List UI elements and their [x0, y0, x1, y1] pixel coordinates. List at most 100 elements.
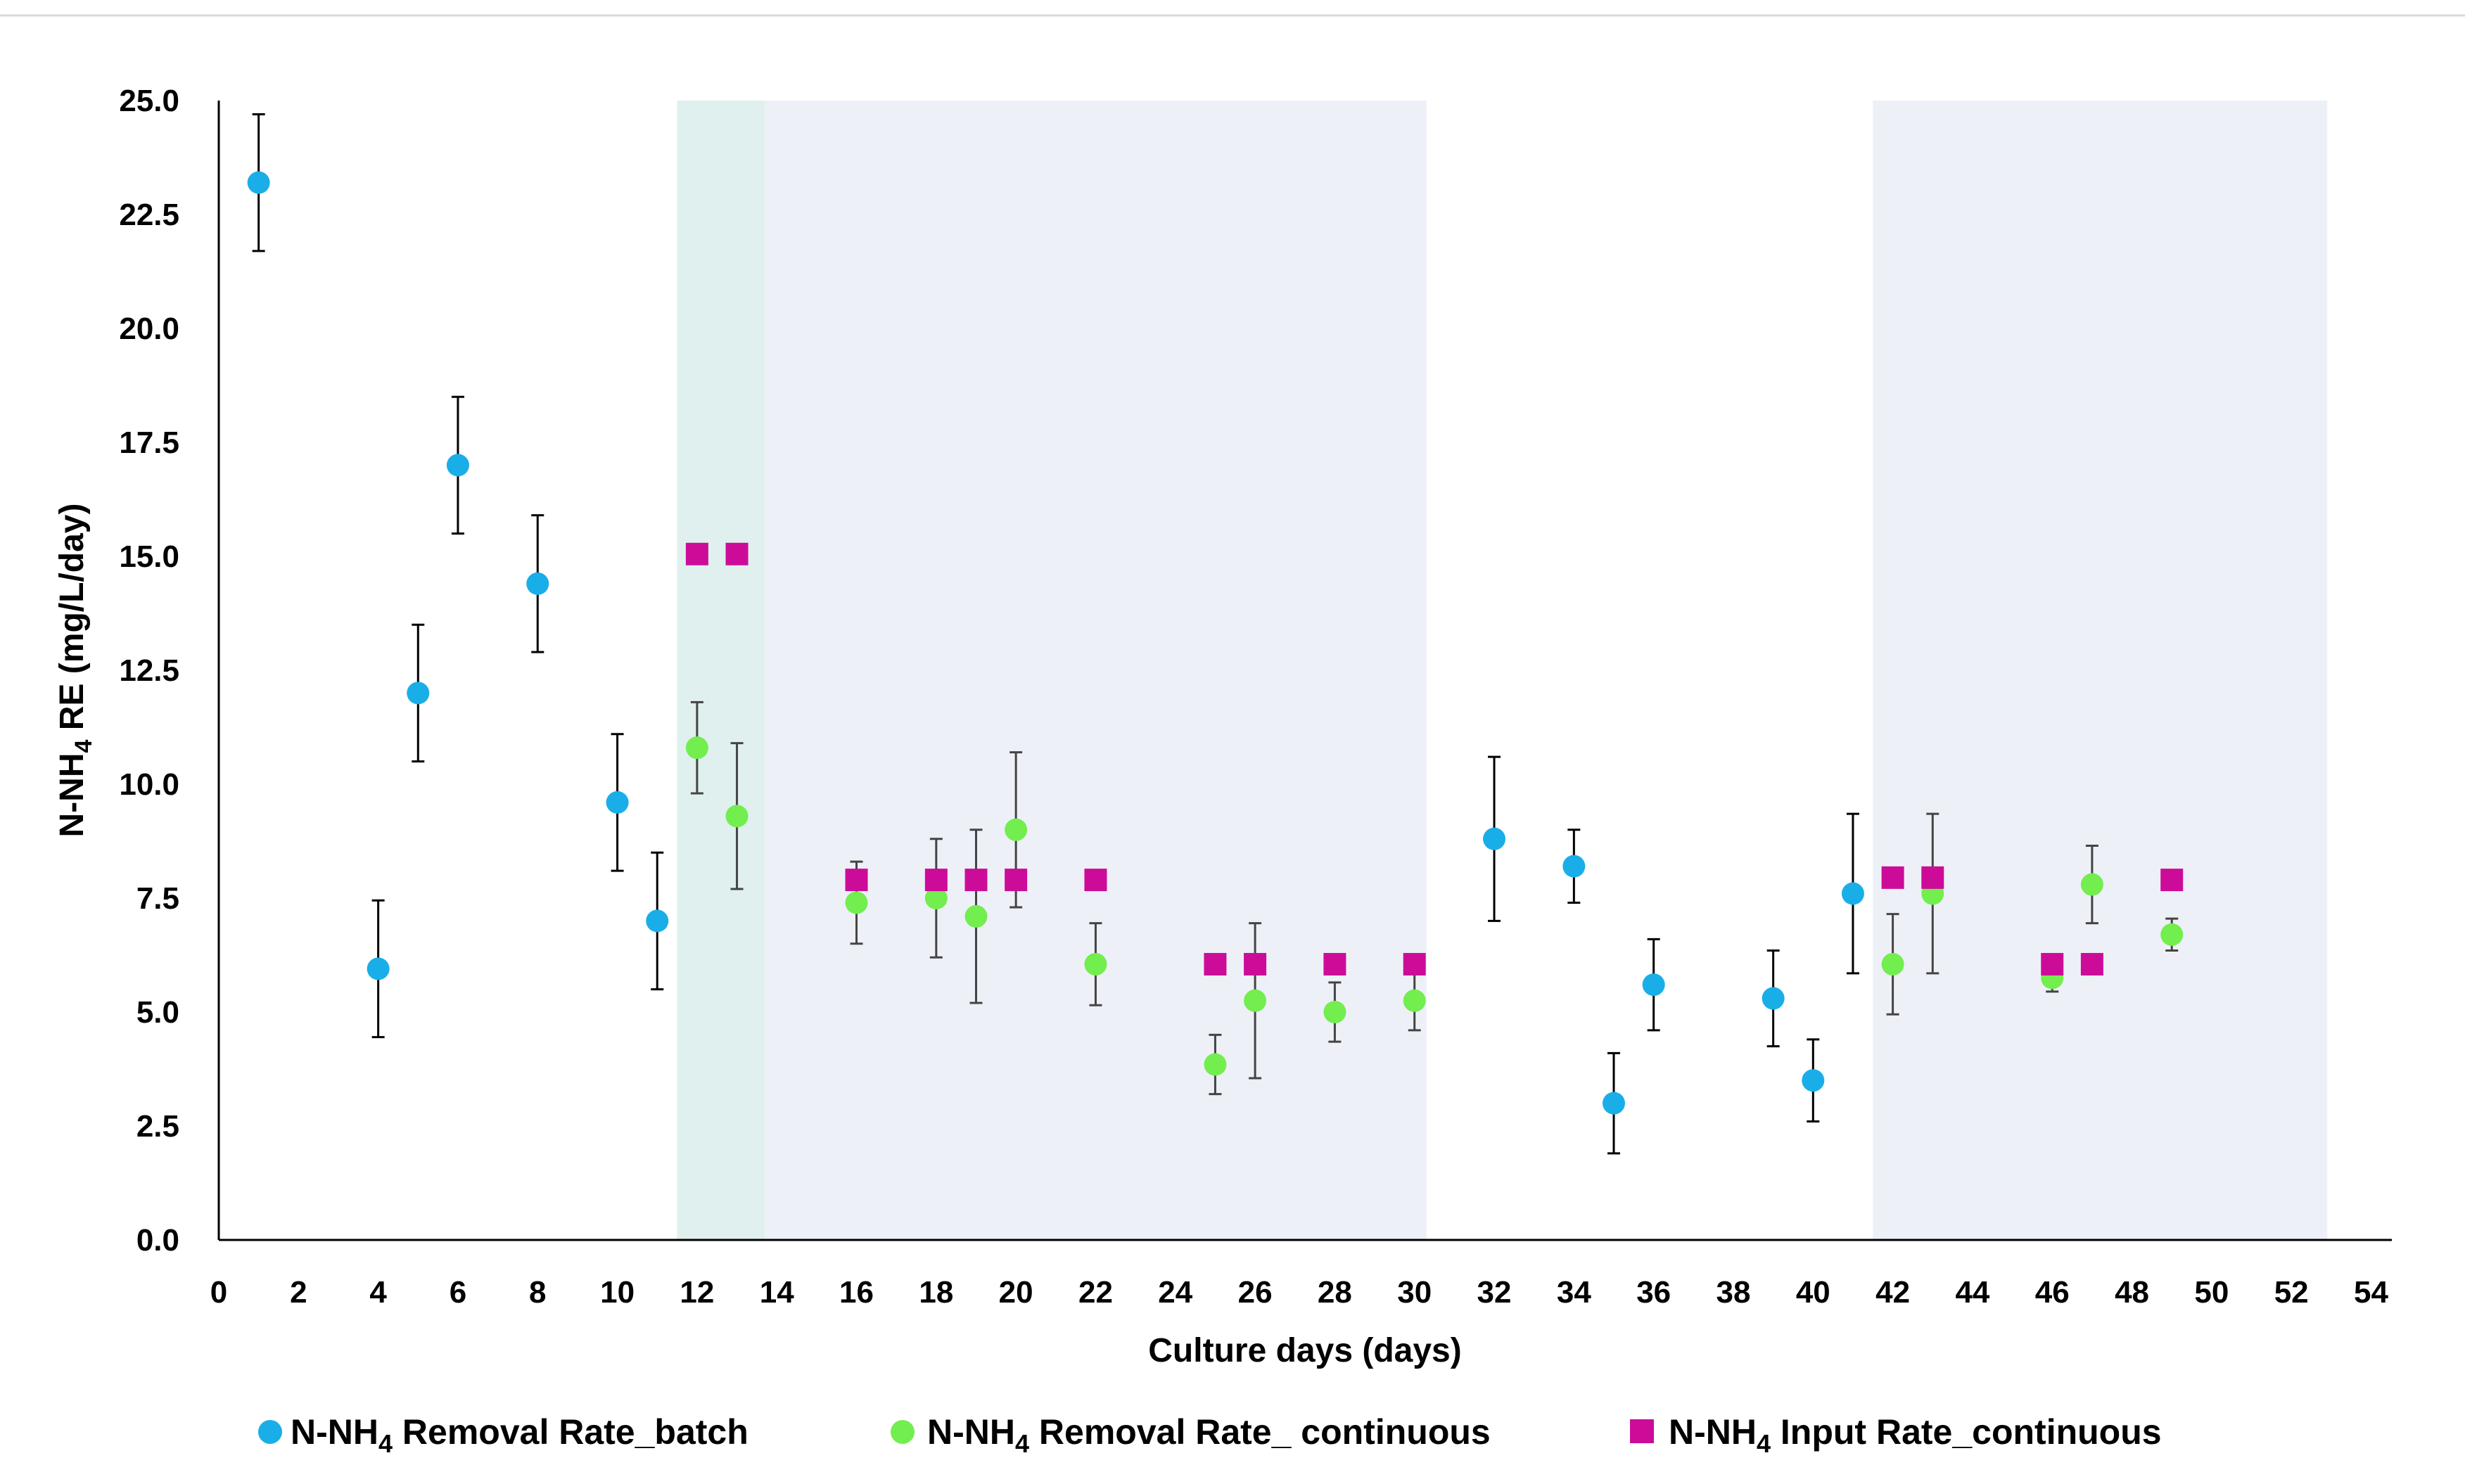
x-tick-label: 6: [450, 1275, 466, 1310]
y-axis-title-suffix: RE (mg/L/day): [53, 504, 91, 740]
data-point: [964, 869, 988, 892]
data-point: [1323, 952, 1346, 976]
legend-marker-input: [1630, 1419, 1654, 1443]
data-point: [1881, 866, 1904, 889]
data-point: [646, 909, 669, 933]
x-tick-label: 38: [1716, 1275, 1751, 1310]
data-point: [1084, 952, 1107, 976]
data-point: [2160, 923, 2184, 946]
legend-label-continuous: N-NH4 Removal Rate_ continuous: [927, 1412, 1491, 1458]
x-tick-label: 36: [1636, 1275, 1671, 1310]
data-point: [247, 171, 270, 194]
x-tick-label: 18: [919, 1275, 953, 1310]
y-tick-label: 5.0: [136, 995, 179, 1030]
shaded-region-0: [677, 101, 765, 1240]
y-tick-label: 20.0: [119, 312, 179, 346]
data-point: [1603, 1092, 1626, 1115]
legend-label-batch-suffix: Removal Rate_batch: [393, 1412, 749, 1452]
legend-label-continuous-suffix: Removal Rate_ continuous: [1029, 1412, 1491, 1452]
data-point: [1244, 952, 1267, 976]
x-tick-label: 26: [1238, 1275, 1273, 1310]
x-tick-label: 14: [760, 1275, 794, 1310]
y-tick-label: 0.0: [136, 1223, 179, 1258]
legend-label-input-subscript: 4: [1757, 1429, 1771, 1458]
y-tick-label: 2.5: [136, 1109, 179, 1144]
x-tick-label: 32: [1477, 1275, 1512, 1310]
series-1: [685, 701, 2184, 1096]
data-point: [1802, 1069, 1825, 1092]
series-2: [685, 542, 2184, 976]
y-tick-label: 22.5: [119, 198, 179, 232]
legend-marker-batch: [258, 1420, 282, 1444]
y-tick-label: 7.5: [136, 881, 179, 916]
y-axis-title-prefix: N-NH: [53, 753, 91, 837]
legend-label-input: N-NH4 Input Rate_continuous: [1669, 1412, 2162, 1458]
x-tick-label: 52: [2274, 1275, 2309, 1310]
x-tick-label: 16: [839, 1275, 874, 1310]
data-point: [1204, 952, 1227, 976]
x-tick-label: 28: [1318, 1275, 1352, 1310]
x-tick-label: 48: [2115, 1275, 2149, 1310]
y-tick-label: 17.5: [119, 426, 179, 460]
x-tick-label: 46: [2035, 1275, 2070, 1310]
data-point: [2080, 873, 2103, 896]
x-tick-label: 2: [290, 1275, 307, 1310]
legend-marker-continuous: [891, 1420, 915, 1444]
legend-label-continuous-prefix: N-NH: [927, 1412, 1015, 1452]
series-0: [247, 113, 1864, 1155]
legend-label-batch-subscript: 4: [378, 1429, 393, 1458]
legend: N-NH4 Removal Rate_batch N-NH4 Removal R…: [258, 1412, 2162, 1458]
data-point: [2160, 869, 2184, 892]
x-tick-label: 24: [1158, 1275, 1192, 1310]
data-point: [845, 891, 868, 914]
legend-label-continuous-subscript: 4: [1015, 1429, 1029, 1458]
y-tick-labels: 0.0 2.5 5.0 7.5 10.0 12.5 15.0 17.5 20.0 22.5 25.0: [119, 84, 179, 1258]
shaded-regions: [677, 101, 2328, 1240]
x-tick-label: 42: [1875, 1275, 1910, 1310]
shaded-region-2: [1873, 101, 2328, 1240]
shaded-region-1: [765, 101, 1427, 1240]
y-axis-title: N-NH4 RE (mg/L/day): [53, 504, 97, 838]
data-point: [1762, 987, 1785, 1010]
data-point: [964, 904, 988, 928]
legend-label-batch-prefix: N-NH: [291, 1412, 378, 1452]
x-axis-title: Culture days (days): [1148, 1332, 1461, 1369]
data-point: [1881, 952, 1904, 976]
data-point: [1403, 989, 1426, 1012]
data-point: [606, 791, 629, 814]
data-point: [685, 542, 708, 565]
data-point: [1642, 973, 1665, 997]
x-tick-label: 22: [1078, 1275, 1113, 1310]
x-tick-label: 10: [600, 1275, 635, 1310]
x-tick-label: 20: [999, 1275, 1033, 1310]
y-tick-label: 12.5: [119, 653, 179, 688]
x-tick-label: 12: [680, 1275, 714, 1310]
data-point: [924, 887, 948, 909]
data-point: [1562, 855, 1586, 878]
x-tick-label: 0: [210, 1275, 227, 1310]
x-tick-label: 8: [529, 1275, 546, 1310]
series-layer: [247, 113, 2184, 1155]
x-tick-label: 50: [2194, 1275, 2229, 1310]
data-point: [2080, 952, 2103, 976]
data-point: [1323, 1001, 1346, 1023]
legend-label-input-prefix: N-NH: [1669, 1412, 1757, 1452]
y-axis-title-subscript: 4: [70, 739, 97, 753]
data-point: [1084, 869, 1107, 892]
data-point: [407, 682, 430, 705]
data-point: [1841, 882, 1864, 905]
data-point: [1244, 989, 1267, 1012]
data-point: [685, 736, 708, 760]
x-tick-label: 44: [1955, 1275, 1989, 1310]
data-point: [1483, 827, 1506, 850]
legend-label-input-suffix: Input Rate_continuous: [1771, 1412, 2162, 1452]
x-tick-labels: 0 2 4 6 8 10 12 14 16 18 20 22 24 26 28 30 32 34 36 38 40 42 4…: [210, 1275, 2389, 1310]
data-point: [446, 454, 469, 477]
data-point: [1403, 952, 1426, 976]
data-point: [725, 542, 749, 565]
data-point: [367, 957, 390, 980]
data-point: [1921, 866, 1944, 889]
data-point: [1005, 818, 1028, 841]
data-point: [2041, 952, 2064, 976]
